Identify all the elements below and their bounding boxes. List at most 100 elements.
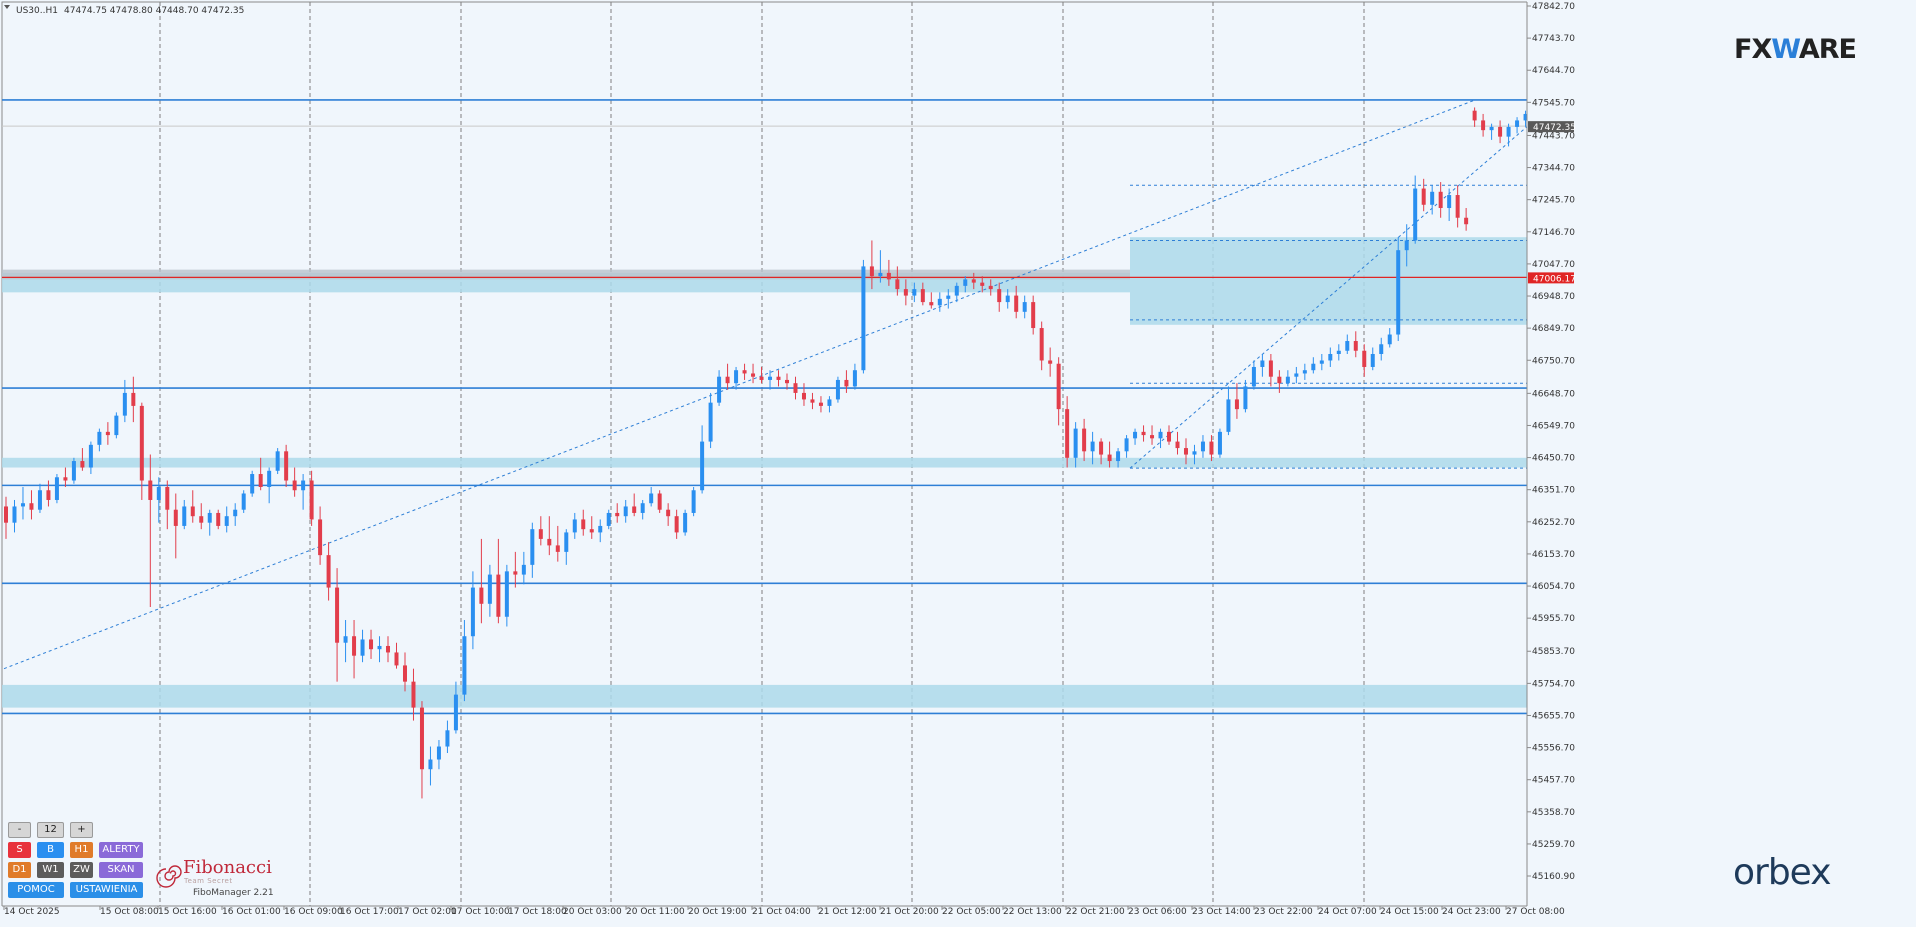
price-tick-label: 47842.70	[1532, 2, 1575, 12]
price-tick-label: 47545.70	[1532, 98, 1575, 108]
time-tick-label: 16 Oct 09:00	[284, 907, 343, 917]
symbol-timeframe-label: US30..H1	[16, 6, 58, 16]
candle	[1362, 344, 1367, 377]
candle-body	[598, 525, 603, 533]
candle	[122, 379, 127, 423]
candle	[1014, 285, 1019, 319]
time-tick-label: 17 Oct 10:00	[451, 907, 510, 917]
candle	[216, 509, 221, 530]
candle-body	[1048, 360, 1053, 364]
time-tick-label: 24 Oct 23:00	[1442, 907, 1501, 917]
candle-body	[199, 516, 204, 523]
candle	[852, 363, 857, 390]
candle	[369, 629, 374, 659]
buy-button[interactable]: B	[37, 842, 64, 858]
candle-body	[207, 512, 212, 523]
candle-body	[1039, 328, 1044, 361]
timeframe-d1-button[interactable]: D1	[8, 862, 31, 878]
candle	[1141, 425, 1146, 442]
candle-body	[71, 461, 76, 481]
candle-body	[1345, 341, 1350, 351]
candle	[1515, 117, 1520, 134]
alerts-button[interactable]: ALERTY	[99, 842, 143, 858]
candle	[776, 370, 781, 387]
time-tick-label: 14 Oct 2025	[4, 907, 60, 917]
candle-body	[835, 379, 840, 400]
scan-button[interactable]: SKAN	[99, 862, 143, 878]
candle	[581, 509, 586, 536]
settings-button[interactable]: USTAWIENIA	[70, 882, 143, 898]
price-tick-label: 47047.70	[1532, 260, 1575, 270]
candle	[165, 480, 170, 530]
candle-body	[801, 392, 806, 400]
candle-body	[453, 694, 458, 731]
candle	[1277, 370, 1282, 393]
candle-body	[479, 587, 484, 604]
candle-body	[946, 295, 951, 299]
candle	[1345, 334, 1350, 354]
candle-body	[309, 480, 314, 520]
candle	[1056, 357, 1061, 426]
candle	[335, 568, 340, 682]
candle-body	[1379, 344, 1384, 354]
candle	[148, 454, 153, 608]
candle	[1107, 441, 1112, 468]
candle	[1133, 428, 1138, 445]
candle-body	[700, 441, 705, 491]
candle-body	[445, 730, 450, 747]
candle-body	[1311, 363, 1316, 371]
candle-body	[572, 519, 577, 533]
zw-button[interactable]: ZW	[70, 862, 93, 878]
timeframe-h1-button[interactable]: H1	[70, 842, 93, 858]
current-price-label: 47472.35	[1533, 123, 1576, 133]
candle-body	[1430, 191, 1435, 205]
candle-body	[547, 538, 552, 546]
candle	[1158, 428, 1163, 449]
candle	[1311, 357, 1316, 374]
timeframe-w1-button[interactable]: W1	[37, 862, 64, 878]
candle	[742, 363, 747, 380]
candle-body	[895, 279, 900, 290]
candle-body	[1031, 302, 1036, 329]
fibonacci-spiral-icon	[156, 865, 182, 888]
candle-body	[776, 376, 781, 380]
period-increase-button[interactable]: +	[70, 822, 93, 838]
candle-body	[131, 392, 136, 406]
time-tick-label: 16 Oct 01:00	[222, 907, 281, 917]
candle	[589, 516, 594, 539]
candle-body	[377, 645, 382, 650]
candle	[954, 282, 959, 303]
sell-button[interactable]: S	[8, 842, 31, 858]
candle	[997, 282, 1002, 312]
candle-body	[1209, 441, 1214, 455]
fxware-logo: FXWARE	[1734, 34, 1857, 65]
time-tick-label: 17 Oct 02:00	[398, 907, 457, 917]
candle-body	[1277, 376, 1282, 384]
candle-body	[759, 376, 764, 380]
fibonacci-subtitle: Team Secret	[184, 877, 233, 885]
time-tick-label: 15 Oct 16:00	[158, 907, 217, 917]
period-value-field[interactable]: 12	[37, 822, 64, 838]
candle	[487, 564, 492, 617]
candle	[275, 448, 280, 475]
time-tick-label: 20 Oct 03:00	[563, 907, 622, 917]
candle	[1090, 431, 1095, 465]
candle-body	[462, 636, 467, 695]
candle	[1523, 110, 1528, 127]
candle	[1396, 237, 1401, 342]
candle	[1022, 295, 1027, 319]
help-button[interactable]: POMOC	[8, 882, 64, 898]
candle-body	[122, 392, 127, 416]
candle-body	[954, 285, 959, 296]
candle	[377, 636, 382, 663]
candle	[318, 506, 323, 565]
candle	[199, 503, 204, 530]
candle	[801, 383, 806, 406]
candle-body	[54, 477, 59, 500]
candle	[1116, 448, 1121, 468]
candle	[1234, 383, 1239, 419]
period-decrease-button[interactable]: -	[8, 822, 31, 838]
candle-body	[411, 681, 416, 708]
